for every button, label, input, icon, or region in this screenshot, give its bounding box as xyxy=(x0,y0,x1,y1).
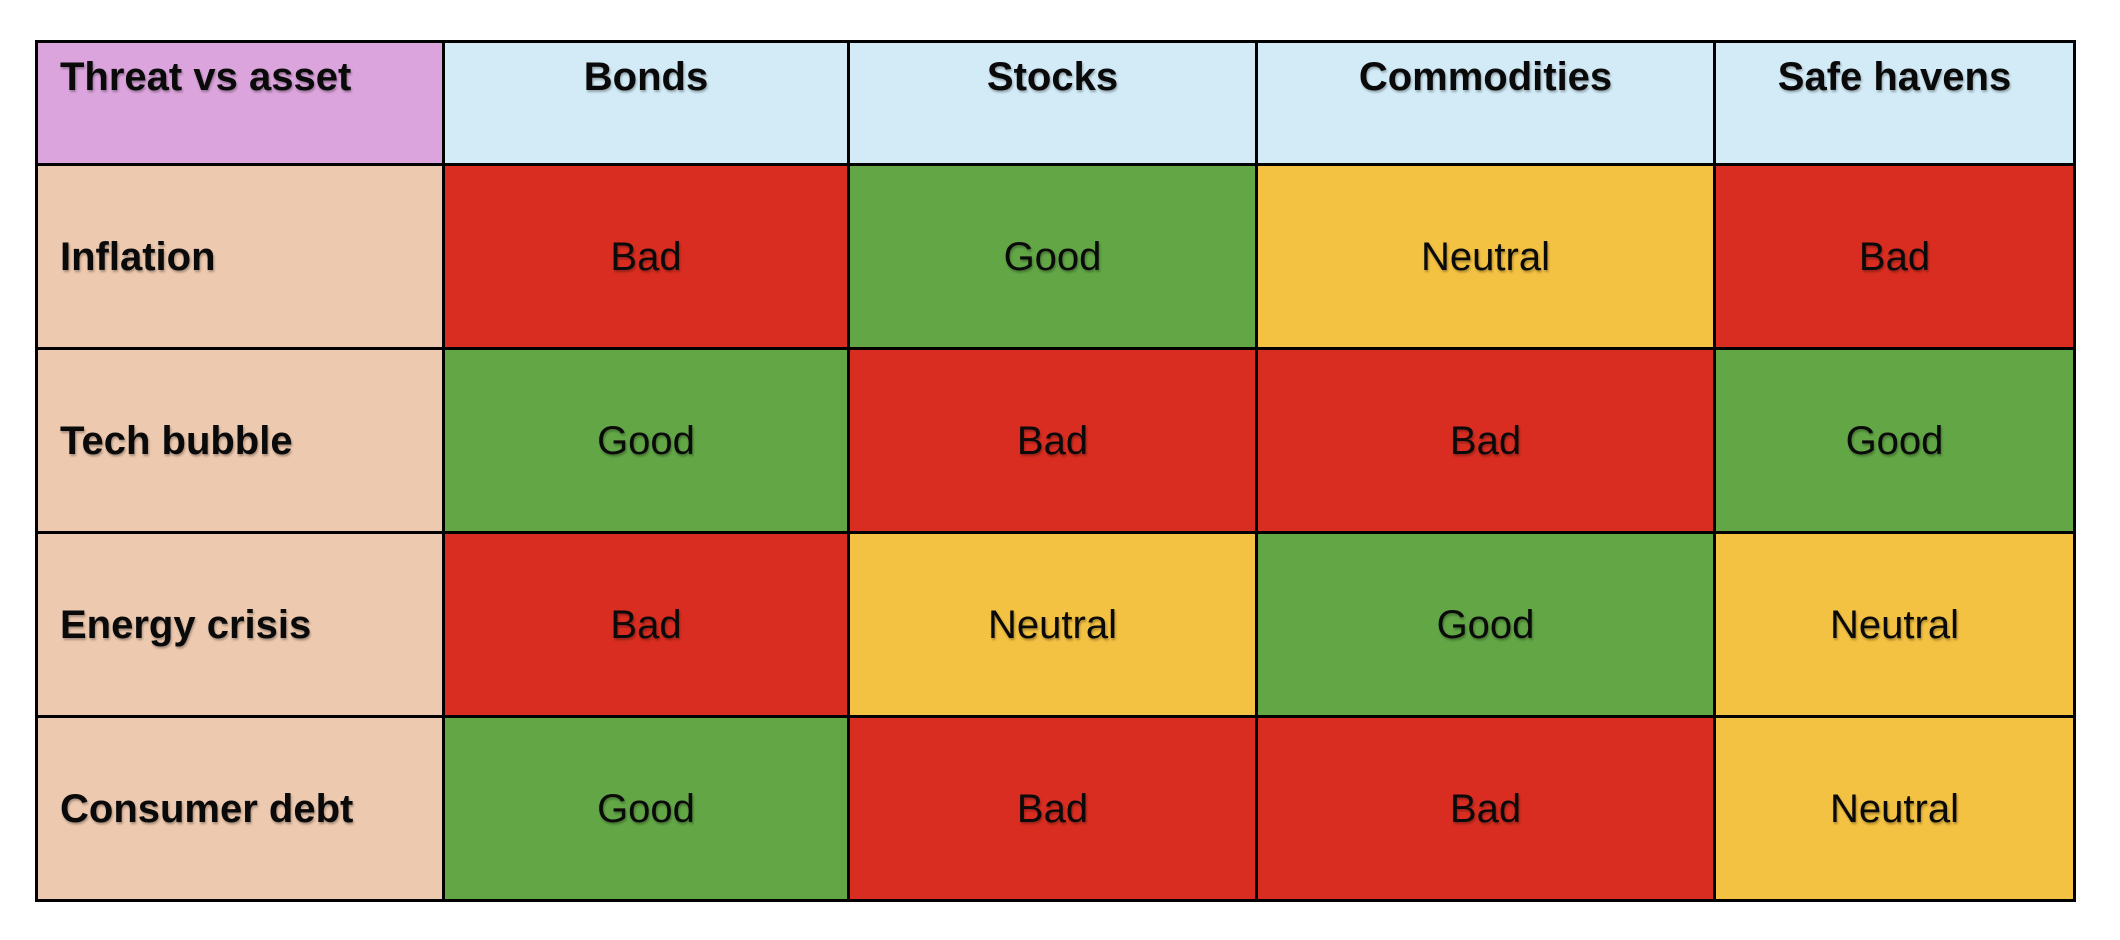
cell-tech-bubble-bonds: Good xyxy=(442,347,850,534)
table-row-consumer-debt: Consumer debt Good Bad Bad Neutral xyxy=(35,715,2076,902)
cell-tech-bubble-stocks: Bad xyxy=(847,347,1258,534)
header-row: Threat vs asset Bonds Stocks Commodities… xyxy=(35,40,2076,166)
table-row-tech-bubble: Tech bubble Good Bad Bad Good xyxy=(35,347,2076,534)
cell-inflation-safe-havens: Bad xyxy=(1713,163,2076,350)
cell-consumer-debt-commodities: Bad xyxy=(1255,715,1716,902)
cell-energy-crisis-bonds: Bad xyxy=(442,531,850,718)
threat-vs-asset-matrix: Threat vs asset Bonds Stocks Commodities… xyxy=(35,40,2076,902)
cell-tech-bubble-commodities: Bad xyxy=(1255,347,1716,534)
cell-consumer-debt-bonds: Good xyxy=(442,715,850,902)
column-header-stocks: Stocks xyxy=(847,40,1258,166)
column-header-bonds: Bonds xyxy=(442,40,850,166)
row-header-consumer-debt: Consumer debt xyxy=(35,715,445,902)
column-header-commodities: Commodities xyxy=(1255,40,1716,166)
row-header-inflation: Inflation xyxy=(35,163,445,350)
corner-header-cell: Threat vs asset xyxy=(35,40,445,166)
cell-inflation-stocks: Good xyxy=(847,163,1258,350)
column-header-safe-havens: Safe havens xyxy=(1713,40,2076,166)
row-header-tech-bubble: Tech bubble xyxy=(35,347,445,534)
cell-inflation-commodities: Neutral xyxy=(1255,163,1716,350)
row-header-energy-crisis: Energy crisis xyxy=(35,531,445,718)
cell-energy-crisis-safe-havens: Neutral xyxy=(1713,531,2076,718)
table-row-energy-crisis: Energy crisis Bad Neutral Good Neutral xyxy=(35,531,2076,718)
cell-tech-bubble-safe-havens: Good xyxy=(1713,347,2076,534)
cell-inflation-bonds: Bad xyxy=(442,163,850,350)
cell-energy-crisis-commodities: Good xyxy=(1255,531,1716,718)
cell-consumer-debt-safe-havens: Neutral xyxy=(1713,715,2076,902)
cell-consumer-debt-stocks: Bad xyxy=(847,715,1258,902)
table-row-inflation: Inflation Bad Good Neutral Bad xyxy=(35,163,2076,350)
cell-energy-crisis-stocks: Neutral xyxy=(847,531,1258,718)
